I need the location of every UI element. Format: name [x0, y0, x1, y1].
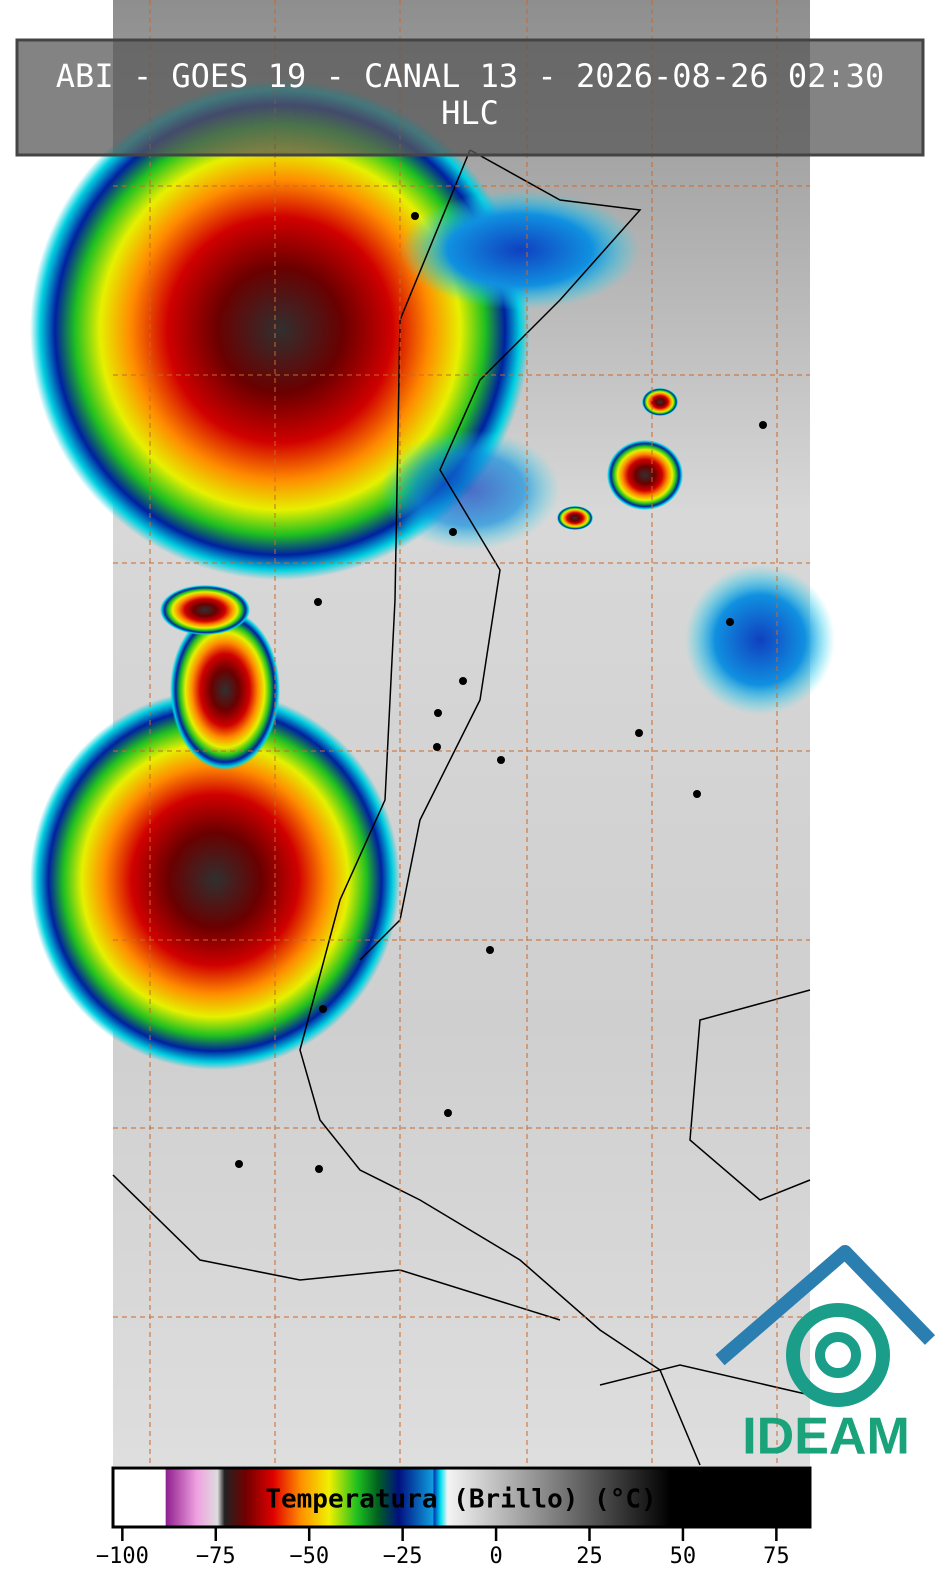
cloud-systems	[30, 80, 835, 1070]
tick-label: 0	[489, 1544, 502, 1569]
tick-label: −100	[96, 1544, 149, 1569]
grid	[113, 0, 810, 1466]
tick-label: 25	[576, 1544, 603, 1569]
title-box	[15, 38, 925, 157]
colorbar-label: Temperatura (Brillo) (°C)	[265, 1485, 656, 1515]
tick-label: −75	[196, 1544, 236, 1569]
city-markers	[235, 212, 767, 1173]
subtitle: HLC	[441, 94, 499, 132]
colorbar	[111, 1466, 812, 1529]
tick-label: −25	[383, 1544, 423, 1569]
tick-label: 50	[670, 1544, 697, 1569]
borders	[112, 149, 811, 1466]
tick-label: −50	[289, 1544, 329, 1569]
logo-text: IDEAM	[742, 1408, 910, 1466]
title: ABI - GOES 19 - CANAL 13 - 2026-08-26 02…	[56, 57, 884, 95]
logo: IDEAM	[715, 1245, 936, 1466]
tick-label: 75	[763, 1544, 790, 1569]
